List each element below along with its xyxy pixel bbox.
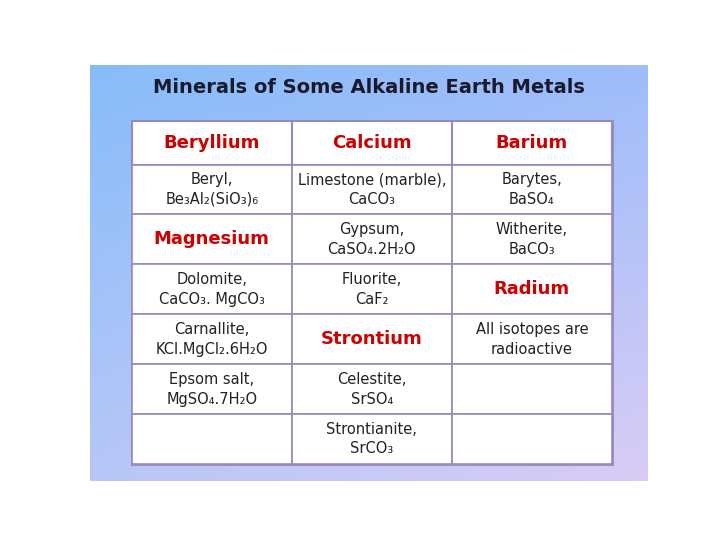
Bar bbox=[132, 165, 292, 214]
Bar bbox=[132, 121, 612, 464]
Text: Strontianite,
SrCO₃: Strontianite, SrCO₃ bbox=[326, 422, 417, 456]
Text: Magnesium: Magnesium bbox=[154, 231, 270, 248]
Text: Calcium: Calcium bbox=[332, 134, 412, 152]
Text: Dolomite,
CaCO₃. MgCO₃: Dolomite, CaCO₃. MgCO₃ bbox=[159, 272, 265, 307]
Bar bbox=[292, 165, 452, 214]
Bar bbox=[292, 214, 452, 265]
Text: Fluorite,
CaF₂: Fluorite, CaF₂ bbox=[342, 272, 402, 307]
Text: Epsom salt,
MgSO₄.7H₂O: Epsom salt, MgSO₄.7H₂O bbox=[166, 372, 257, 407]
Bar bbox=[132, 314, 292, 364]
Text: Celestite,
SrSO₄: Celestite, SrSO₄ bbox=[337, 372, 407, 407]
Bar bbox=[292, 121, 452, 165]
Bar bbox=[132, 265, 292, 314]
Bar bbox=[132, 121, 292, 165]
Text: Limestone (marble),
CaCO₃: Limestone (marble), CaCO₃ bbox=[297, 172, 446, 207]
Bar bbox=[452, 121, 612, 165]
Bar bbox=[292, 364, 452, 414]
Text: Beryllium: Beryllium bbox=[163, 134, 260, 152]
Text: Carnallite,
KCl.MgCl₂.6H₂O: Carnallite, KCl.MgCl₂.6H₂O bbox=[156, 322, 268, 356]
Bar bbox=[132, 364, 292, 414]
Text: Strontium: Strontium bbox=[321, 330, 423, 348]
Bar bbox=[452, 265, 612, 314]
Text: Gypsum,
CaSO₄.2H₂O: Gypsum, CaSO₄.2H₂O bbox=[328, 222, 416, 257]
Bar bbox=[452, 314, 612, 364]
Text: Witherite,
BaCO₃: Witherite, BaCO₃ bbox=[496, 222, 568, 257]
Text: Radium: Radium bbox=[494, 280, 570, 298]
Text: Barium: Barium bbox=[496, 134, 568, 152]
Text: Minerals of Some Alkaline Earth Metals: Minerals of Some Alkaline Earth Metals bbox=[153, 78, 585, 97]
Bar bbox=[292, 314, 452, 364]
Bar bbox=[132, 414, 292, 464]
Bar bbox=[452, 414, 612, 464]
Text: Barytes,
BaSO₄: Barytes, BaSO₄ bbox=[501, 172, 562, 207]
Bar bbox=[452, 165, 612, 214]
Bar bbox=[292, 265, 452, 314]
Bar bbox=[132, 214, 292, 265]
Bar bbox=[452, 364, 612, 414]
Bar bbox=[292, 414, 452, 464]
Text: Beryl,
Be₃Al₂(SiO₃)₆: Beryl, Be₃Al₂(SiO₃)₆ bbox=[165, 172, 258, 207]
Bar bbox=[452, 214, 612, 265]
Text: All isotopes are
radioactive: All isotopes are radioactive bbox=[475, 322, 588, 356]
